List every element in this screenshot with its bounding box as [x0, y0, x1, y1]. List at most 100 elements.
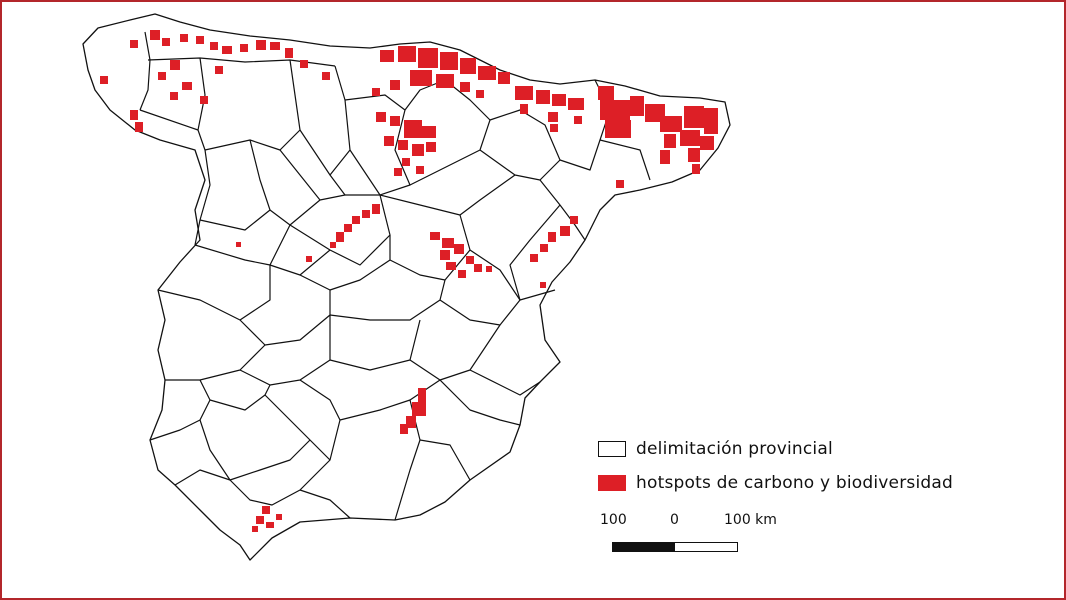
hotspot-cell — [418, 48, 438, 68]
hotspot-cell — [170, 92, 178, 100]
hotspot-cell — [180, 34, 188, 42]
hotspot-cell — [398, 140, 408, 150]
hotspot-cell — [440, 250, 450, 260]
hotspot-cell — [552, 94, 566, 106]
hotspot-cell — [458, 270, 466, 278]
hotspot-cell — [478, 66, 496, 80]
hotspot-cell — [476, 90, 484, 98]
hotspot-cell — [276, 514, 282, 520]
hotspot-cell — [426, 142, 436, 152]
hotspot-cell — [398, 46, 416, 62]
hotspot-cell — [150, 30, 160, 40]
hotspot-cell — [418, 388, 426, 402]
scale-bar: 100 0 100 km — [598, 512, 798, 562]
hotspot-cell — [380, 50, 394, 62]
hotspot-cell — [548, 112, 558, 122]
hotspot-cell — [550, 124, 558, 132]
hotspot-cell — [568, 98, 584, 110]
hotspot-cell — [330, 242, 336, 248]
hotspot-cell — [100, 76, 108, 84]
hotspot-cell — [322, 72, 330, 80]
hotspot-cell — [422, 126, 436, 138]
hotspot-cell — [362, 210, 370, 218]
hotspot-cell — [372, 204, 380, 214]
hotspot-cell — [630, 96, 644, 116]
hotspot-cell — [692, 164, 700, 174]
hotspot-cell — [660, 150, 670, 164]
hotspot-cell — [135, 122, 143, 132]
hotspot-cell — [285, 48, 293, 58]
hotspot-cell — [540, 244, 548, 252]
hotspot-cell — [520, 104, 528, 114]
hotspot-cell — [454, 244, 464, 254]
hotspot-cell — [170, 60, 180, 70]
hotspot-cell — [442, 238, 454, 248]
hotspot-cell — [536, 90, 550, 104]
hotspot-cell — [498, 72, 510, 84]
hotspot-cell — [412, 144, 424, 156]
legend-label: delimitación provincial — [636, 439, 833, 459]
hotspot-cell — [515, 86, 533, 100]
hotspot-cell — [574, 116, 582, 124]
hotspot-cell — [394, 168, 402, 176]
hotspot-cell — [412, 402, 426, 416]
hotspot-cell — [530, 254, 538, 262]
hotspot-cell — [352, 216, 360, 224]
hotspot-cell — [256, 40, 266, 50]
hotspot-cell — [700, 136, 714, 150]
legend-swatch-outline — [598, 441, 626, 457]
hotspot-cell — [300, 60, 308, 68]
hotspot-cell — [130, 40, 138, 48]
hotspot-cell — [196, 36, 204, 44]
hotspot-layer — [100, 30, 718, 532]
legend-item-hotspots: hotspots de carbono y biodiversidad — [598, 470, 953, 496]
hotspot-cell — [430, 232, 440, 240]
hotspot-cell — [236, 242, 241, 247]
hotspot-cell — [660, 116, 682, 132]
hotspot-cell — [262, 506, 270, 514]
hotspot-cell — [256, 516, 264, 524]
hotspot-cell — [390, 80, 400, 90]
legend-item-provinces: delimitación provincial — [598, 436, 953, 462]
hotspot-cell — [270, 42, 280, 50]
hotspot-cell — [704, 108, 718, 134]
hotspot-cell — [474, 264, 482, 272]
hotspot-cell — [570, 216, 578, 224]
hotspot-cell — [540, 282, 546, 288]
hotspot-cell — [162, 38, 170, 46]
hotspot-cell — [410, 70, 432, 86]
hotspot-cell — [616, 180, 624, 188]
hotspot-cell — [266, 522, 274, 528]
hotspot-cell — [466, 256, 474, 264]
hotspot-cell — [406, 416, 416, 428]
hotspot-cell — [336, 232, 344, 242]
hotspot-cell — [598, 86, 614, 100]
scale-segment-filled — [612, 542, 676, 552]
hotspot-cell — [404, 120, 422, 138]
hotspot-cell — [436, 74, 454, 88]
scale-label-left: 100 — [600, 512, 627, 528]
hotspot-cell — [688, 148, 700, 162]
scale-label-right: 100 km — [724, 512, 777, 528]
hotspot-cell — [560, 226, 570, 236]
hotspot-cell — [384, 136, 394, 146]
hotspot-cell — [402, 158, 410, 166]
legend-label: hotspots de carbono y biodiversidad — [636, 473, 953, 493]
hotspot-cell — [372, 88, 380, 96]
hotspot-cell — [486, 266, 492, 272]
hotspot-cell — [130, 110, 138, 120]
hotspot-cell — [400, 424, 408, 434]
hotspot-cell — [200, 96, 208, 104]
hotspot-cell — [306, 256, 312, 262]
scale-segment-empty — [674, 542, 738, 552]
hotspot-cell — [390, 116, 400, 126]
legend-swatch-fill — [598, 475, 626, 491]
hotspot-cell — [182, 82, 192, 90]
hotspot-cell — [344, 224, 352, 232]
hotspot-cell — [680, 130, 700, 146]
peninsula-outline — [82, 13, 731, 561]
hotspot-cell — [684, 106, 704, 128]
hotspot-cell — [548, 232, 556, 242]
hotspot-cell — [416, 166, 424, 174]
